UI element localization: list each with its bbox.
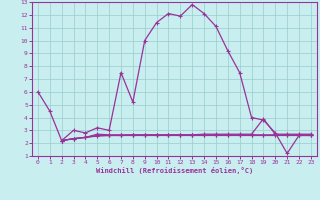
X-axis label: Windchill (Refroidissement éolien,°C): Windchill (Refroidissement éolien,°C) bbox=[96, 167, 253, 174]
